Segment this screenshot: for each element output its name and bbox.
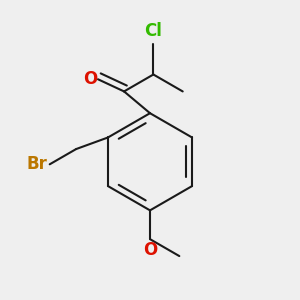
Text: Cl: Cl (144, 22, 162, 40)
Text: O: O (143, 241, 157, 259)
Text: O: O (83, 70, 98, 88)
Text: Br: Br (26, 155, 47, 173)
